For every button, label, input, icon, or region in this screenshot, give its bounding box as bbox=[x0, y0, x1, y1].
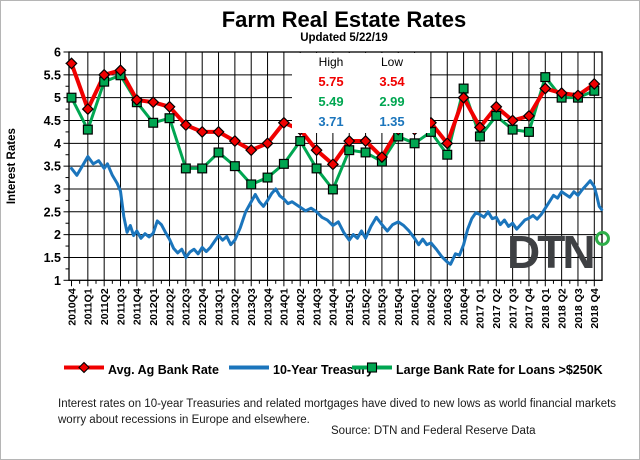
x-tick-label: 2012Q4 bbox=[197, 288, 209, 326]
x-tick-label: 2011Q1 bbox=[83, 288, 95, 325]
dtn-logo-text: DTN bbox=[507, 226, 596, 278]
y-tick-label: 4.5 bbox=[44, 114, 61, 128]
y-tick-label: 1 bbox=[54, 274, 61, 288]
x-tick-label: 2018 Q1 bbox=[540, 288, 552, 328]
x-tick-label: 2012Q3 bbox=[181, 288, 193, 326]
y-tick-label: 3.5 bbox=[44, 160, 61, 174]
y-tick-label: 3 bbox=[54, 182, 61, 196]
chart-title: Farm Real Estate Rates bbox=[221, 7, 467, 32]
x-tick-label: 2018 Q2 bbox=[556, 288, 568, 328]
x-tick-label: 2013Q1 bbox=[213, 288, 225, 326]
treasury-low-value: 1.35 bbox=[379, 114, 405, 129]
legend-label: Large Bank Rate for Loans >$250K bbox=[396, 363, 603, 377]
dtn-logo-circle-icon bbox=[594, 231, 610, 246]
y-tick-label: 5 bbox=[54, 91, 61, 105]
x-tick-label: 2018 Q4 bbox=[589, 288, 601, 328]
x-tick-label: 2012Q2 bbox=[164, 288, 176, 326]
x-tick-label: 2011Q2 bbox=[99, 288, 111, 325]
x-tick-label: 2010Q4 bbox=[66, 288, 78, 326]
x-tick-label: 2011Q4 bbox=[132, 288, 144, 325]
source-attribution: Source: DTN and Federal Reserve Data bbox=[331, 425, 536, 437]
y-tick-label: 5.5 bbox=[44, 68, 61, 82]
low-column-header: Low bbox=[380, 55, 403, 69]
x-tick-label: 2014Q1 bbox=[279, 288, 291, 326]
ag-bank-low-value: 3.54 bbox=[379, 74, 405, 89]
dtn-logo: DTN bbox=[507, 229, 610, 275]
legend-item-treasury: 10-Year Treasury bbox=[228, 361, 373, 379]
chart-subtitle: Updated 5/22/19 bbox=[300, 32, 388, 44]
legend-item-ag-bank-rate: Avg. Ag Bank Rate bbox=[63, 361, 219, 379]
red-diamond-line-icon bbox=[63, 361, 105, 379]
x-tick-label: 2017 Q4 bbox=[524, 288, 536, 328]
x-tick-label: 2015Q2 bbox=[360, 288, 372, 326]
y-tick-label: 1.5 bbox=[44, 251, 61, 265]
x-tick-label: 2015Q3 bbox=[377, 288, 389, 326]
x-tick-label: 2013Q3 bbox=[246, 288, 258, 326]
high-low-table: High Low 5.75 3.54 5.49 2.99 3.71 1.35 bbox=[292, 53, 430, 133]
y-tick-label: 6 bbox=[54, 46, 61, 60]
legend-item-large-bank-rate: Large Bank Rate for Loans >$250K bbox=[351, 361, 603, 379]
x-tick-label: 2013Q4 bbox=[262, 288, 274, 326]
x-tick-label: 2016Q3 bbox=[442, 288, 454, 326]
x-tick-label: 2016Q1 bbox=[409, 288, 421, 326]
x-tick-label: 2015Q1 bbox=[344, 288, 356, 326]
x-tick-label: 2013Q2 bbox=[230, 288, 242, 326]
x-tick-label: 2018 Q3 bbox=[573, 288, 585, 328]
x-tick-label: 2015Q4 bbox=[393, 288, 405, 326]
high-column-header: High bbox=[318, 55, 344, 69]
chart-footnote: Interest rates on 10-year Treasuries and… bbox=[58, 398, 617, 426]
y-axis: 1 1.5 2 2.5 3 3.5 4 4.5 5 5.5 6 Interest Rates bbox=[6, 46, 69, 288]
x-tick-label: 2017 Q3 bbox=[507, 288, 519, 328]
large-bank-low-value: 2.99 bbox=[379, 94, 405, 109]
legend-label: 10-Year Treasury bbox=[273, 363, 374, 377]
x-tick-label: 2012Q1 bbox=[148, 288, 160, 326]
legend-label: Avg. Ag Bank Rate bbox=[108, 363, 219, 377]
treasury-high-value: 3.71 bbox=[318, 114, 344, 129]
x-tick-label: 2016Q4 bbox=[458, 288, 470, 326]
x-tick-label: 2017 Q2 bbox=[491, 288, 503, 328]
series-10-year-treasury bbox=[70, 155, 604, 266]
x-axis: 2010Q4 2011Q1 2011Q2 2011Q3 2011Q4 2012Q1 2012… bbox=[66, 280, 601, 329]
ag-bank-high-value: 5.75 bbox=[318, 74, 344, 89]
x-tick-label: 2017 Q1 bbox=[475, 288, 487, 328]
x-tick-label: 2014Q3 bbox=[311, 288, 323, 326]
blue-line-icon bbox=[228, 361, 270, 379]
x-tick-label: 2014Q2 bbox=[295, 288, 307, 326]
large-bank-high-value: 5.49 bbox=[318, 94, 344, 109]
x-tick-label: 2014Q4 bbox=[328, 288, 340, 326]
x-tick-label: 2016Q2 bbox=[426, 288, 438, 326]
y-tick-label: 2.5 bbox=[44, 205, 61, 219]
y-axis-title: Interest Rates bbox=[6, 128, 18, 204]
y-tick-label: 2 bbox=[54, 228, 61, 242]
y-tick-label: 4 bbox=[54, 137, 61, 151]
x-tick-label: 2011Q3 bbox=[115, 288, 127, 325]
green-square-line-icon bbox=[351, 361, 393, 379]
